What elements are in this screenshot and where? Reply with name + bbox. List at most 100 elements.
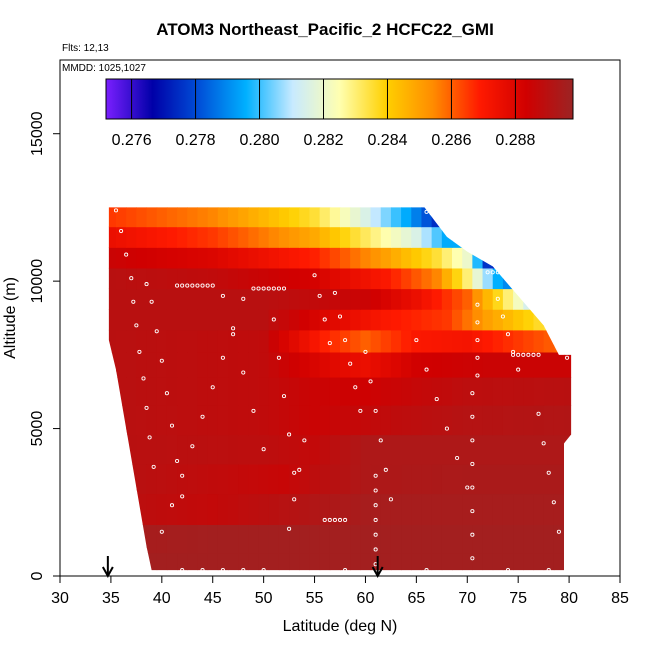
curtain-cell — [513, 404, 524, 436]
curtain-cell — [370, 226, 382, 248]
curtain-cell — [319, 552, 331, 571]
observation-point — [287, 432, 292, 437]
curtain-cell — [390, 404, 402, 436]
curtain-cell — [319, 288, 331, 310]
curtain-cell — [350, 309, 361, 331]
curtain-cell — [411, 226, 423, 248]
observation-point — [343, 568, 348, 573]
curtain-cell — [452, 226, 463, 248]
curtain-cell — [553, 434, 565, 465]
curtain-cell — [533, 404, 545, 436]
observation-point — [175, 283, 180, 288]
curtain-cell — [411, 493, 423, 525]
curtain-cell — [472, 351, 484, 378]
curtain-cell — [370, 463, 382, 495]
curtain-cell — [126, 329, 137, 353]
curtain-cell — [492, 226, 504, 248]
curtain-cell — [401, 351, 412, 378]
curtain-cell — [452, 493, 463, 525]
curtain-cell — [187, 493, 199, 525]
curtain-cell — [258, 434, 270, 465]
curtain-cell — [146, 493, 158, 525]
curtain-cell — [390, 207, 402, 228]
curtain-cell — [452, 404, 463, 436]
curtain-cell — [482, 463, 494, 495]
curtain-cell — [248, 207, 260, 228]
curtain-cell — [370, 288, 382, 310]
curtain-cell — [228, 329, 239, 353]
curtain-cell — [146, 434, 158, 465]
curtain-cell — [197, 267, 209, 290]
curtain-cell — [136, 288, 148, 310]
observation-point — [434, 212, 439, 217]
curtain-cell — [370, 376, 382, 406]
observation-point — [175, 458, 180, 464]
observation-point — [363, 349, 368, 354]
observation-point — [337, 517, 343, 523]
observation-point — [368, 379, 373, 384]
curtain-cell — [126, 267, 137, 290]
curtain-cell — [258, 329, 270, 353]
curtain-cell — [116, 247, 127, 269]
curtain-cell — [401, 404, 412, 436]
curtain-cell — [299, 309, 311, 331]
curtain-cell — [564, 552, 572, 571]
x-tick-label: 55 — [306, 590, 324, 607]
curtain-cell — [248, 493, 260, 525]
observation-point — [444, 426, 449, 431]
observation-point — [470, 438, 475, 443]
flight-arrow — [371, 556, 384, 579]
curtain-cell — [248, 552, 260, 571]
curtain-cell — [533, 247, 545, 269]
curtain-cell — [329, 376, 341, 406]
observation-point — [180, 473, 185, 478]
curtain-cell — [309, 434, 321, 465]
observation-point — [195, 283, 200, 288]
curtain-cell — [146, 288, 158, 310]
curtain-cell — [289, 552, 300, 571]
curtain-cell — [350, 463, 361, 495]
curtain-cell — [289, 463, 300, 495]
curtain-cell — [217, 288, 229, 310]
curtain-cell — [126, 493, 137, 525]
observation-point — [149, 299, 154, 304]
curtain-cell — [543, 404, 555, 436]
observation-point — [241, 568, 246, 573]
observation-point — [470, 391, 475, 396]
curtain-cell — [289, 351, 300, 378]
x-tick-label: 60 — [357, 590, 375, 607]
colorbar-tick-label: 0.282 — [303, 132, 343, 149]
curtain-cell — [238, 207, 249, 228]
curtain-cell — [543, 226, 555, 248]
curtain-cell — [156, 404, 168, 436]
curtain-cell — [340, 351, 351, 378]
curtain-cell — [390, 329, 402, 353]
curtain-cell — [108, 247, 117, 269]
observation-point — [147, 435, 152, 440]
curtain-cell — [238, 226, 249, 248]
curtain-cell — [533, 493, 545, 525]
curtain-cell — [126, 376, 137, 406]
curtain-cell — [502, 376, 514, 406]
curtain-cell — [441, 404, 453, 436]
curtain-cell — [523, 207, 535, 228]
colorbar-tick-label: 0.278 — [176, 132, 216, 149]
curtain-cell — [472, 207, 484, 228]
curtain-cell — [340, 493, 351, 525]
curtain-cell — [513, 434, 524, 465]
curtain-cell — [319, 493, 331, 525]
x-tick-label: 50 — [255, 590, 273, 607]
x-tick-label: 30 — [51, 590, 69, 607]
curtain-cell — [441, 351, 453, 378]
curtain-cell — [156, 463, 168, 495]
curtain-cell — [340, 434, 351, 465]
observation-point — [271, 286, 276, 291]
curtain-cell — [441, 288, 453, 310]
curtain-cell — [329, 434, 341, 465]
curtain-cell — [116, 434, 127, 465]
curtain-cell — [441, 493, 453, 525]
chart-title: ATOM3 Northeast_Pacific_2 HCFC22_GMI — [156, 20, 494, 39]
curtain-cell — [513, 329, 524, 353]
curtain-cell — [360, 207, 372, 228]
curtain-cell — [370, 404, 382, 436]
